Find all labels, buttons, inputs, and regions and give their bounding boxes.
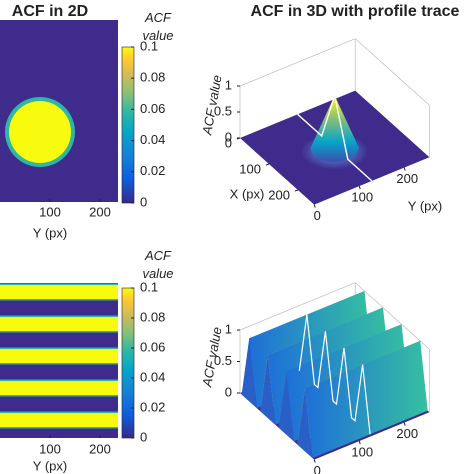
y-tick: [358, 185, 361, 190]
y-tick-label: 200: [396, 426, 418, 441]
y-tick: [403, 167, 406, 171]
y-tick-label: 0: [314, 463, 321, 474]
colorbar-tick-label: 0.06: [140, 101, 165, 116]
x-tick: [265, 163, 270, 166]
colorbar: [121, 287, 135, 439]
surface-ridge-end: [278, 371, 294, 442]
profile-trace: [298, 314, 371, 435]
x-tick-label: 100: [39, 441, 61, 456]
y-tick: [313, 459, 316, 463]
x-tick-label: 0: [225, 135, 232, 150]
heatmap-stripe: [0, 349, 118, 363]
surface-ridge-end: [260, 355, 276, 425]
colorbar-tick-label: 0: [140, 194, 147, 209]
profile-trace: [297, 92, 373, 182]
colorbar-tick-label: 0.04: [140, 369, 165, 384]
heatmap-stripe: [0, 413, 118, 427]
y-tick-label: 100: [351, 189, 373, 204]
colorbar-tick-label: 0.1: [140, 279, 158, 294]
box-edge: [354, 38, 430, 106]
x-axis-label: X (px): [230, 186, 265, 201]
z-tick-label: 1: [225, 77, 232, 92]
x-tick-label: 200: [89, 204, 111, 219]
colorbar-tick-label: 0.02: [140, 399, 165, 414]
z-tick-label: 0.5: [214, 353, 232, 368]
z-tick-label: 0.5: [214, 103, 232, 118]
z-tick-label: 1: [225, 321, 232, 336]
y-tick-label: 100: [351, 444, 373, 459]
colorbar: [121, 46, 135, 204]
x-axis-label: Y (px): [33, 458, 67, 473]
y-axis-label: Y (px): [408, 198, 442, 213]
colorbar-tick-label: 0.1: [140, 38, 158, 53]
y-tick-label: 0: [314, 208, 321, 223]
heatmap-disk: [9, 101, 71, 163]
z-tick-label: 0: [225, 384, 232, 399]
colorbar-label: ACF value: [142, 248, 174, 281]
panel-title: ACF in 2D: [12, 3, 88, 20]
x-tick-label: 100: [39, 204, 61, 219]
colorbar-label: ACF value: [142, 10, 174, 43]
heatmap-stripe: [0, 285, 118, 299]
x-tick: [236, 137, 241, 140]
x-tick-label: 200: [89, 441, 111, 456]
box-edge: [239, 38, 356, 87]
x-tick: [294, 189, 299, 192]
colorbar-tick-label: 0.08: [140, 70, 165, 85]
heatmap-stripe: [0, 381, 118, 395]
colorbar-tick-label: 0.06: [140, 339, 165, 354]
colorbar-tick-label: 0.02: [140, 163, 165, 178]
y-tick: [313, 204, 316, 208]
y-tick-label: 200: [396, 171, 418, 186]
surface-ridge-end: [241, 338, 257, 409]
box-edge: [239, 282, 356, 331]
surface-cone: [310, 95, 359, 162]
x-tick-label: 100: [239, 161, 261, 176]
panel-title: ACF in 3D with profile trace: [251, 3, 460, 20]
z-tick-label: 0: [225, 129, 232, 144]
surface-ridge-end: [297, 388, 313, 458]
x-tick-label: 200: [268, 187, 290, 202]
heatmap-stripe: [0, 317, 118, 331]
x-axis-label: Y (px): [33, 225, 67, 240]
box-edge: [354, 282, 430, 350]
y-tick: [358, 440, 361, 445]
colorbar-tick-label: 0.08: [140, 309, 165, 324]
colorbar-tick-label: 0: [140, 429, 147, 444]
colorbar-tick-label: 0.04: [140, 132, 165, 147]
y-tick: [403, 422, 406, 426]
